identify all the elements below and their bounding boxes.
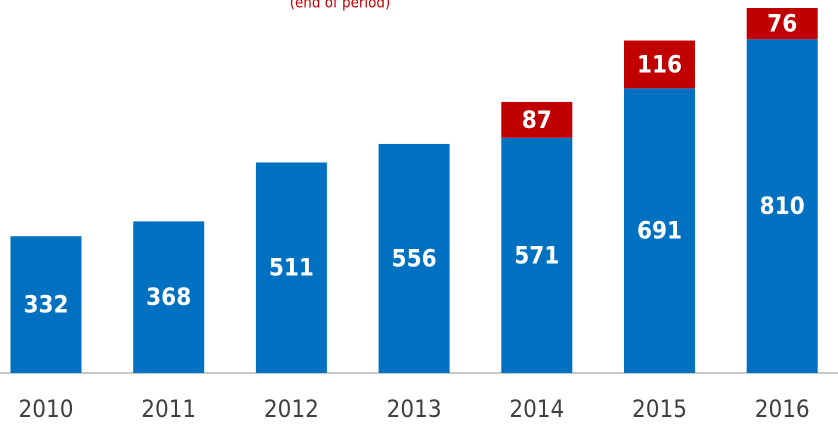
value-label: 691 [637,217,682,245]
bar-segment [624,88,695,374]
value-label: 87 [522,106,552,134]
bar-segment [746,8,818,40]
value-label: 76 [767,10,797,38]
x-tick-label: 2016 [755,395,810,423]
chart-subtitle: (end of period) [290,0,391,12]
value-label: 810 [760,192,805,220]
bar-segment [746,39,818,373]
value-label: 332 [23,291,68,319]
value-label: 571 [514,241,559,269]
bar-segment [378,143,450,373]
value-label: 556 [392,244,437,272]
x-tick-label: 2015 [632,395,687,423]
bar-segment [501,137,573,373]
bar-segment [255,162,327,373]
x-tick-label: 2014 [509,395,564,423]
value-label: 116 [637,50,682,78]
value-label: 368 [146,283,191,311]
bar-segment [501,101,573,138]
x-tick-label: 2010 [19,395,74,423]
bar-segment [10,236,82,373]
value-label: 511 [269,254,314,282]
x-tick-label: 2012 [264,395,319,423]
bar-segment [133,221,205,373]
bar-segment [624,40,695,89]
x-tick-label: 2011 [141,395,196,423]
x-tick-label: 2013 [387,395,442,423]
